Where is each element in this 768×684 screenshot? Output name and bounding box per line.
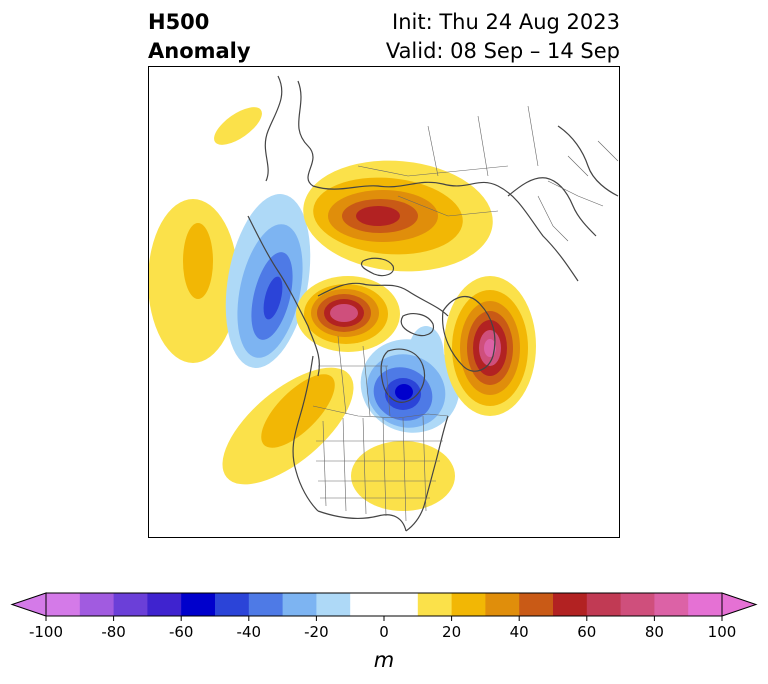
- colorbar-box: [553, 593, 588, 616]
- political-borders: [312, 105, 619, 522]
- colorbar-box: [485, 593, 520, 616]
- title-line-1: H500: [148, 10, 210, 34]
- colorbar-box: [519, 593, 554, 616]
- anomaly-yukon-positive: [296, 276, 400, 352]
- colorbar-tick-label: -20: [304, 623, 329, 641]
- init-time: Init: Thu 24 Aug 2023: [392, 10, 620, 34]
- run-info: Init: Thu 24 Aug 2023 Valid: 08 Sep – 14…: [386, 8, 620, 66]
- colorbar-extend-high: [721, 592, 758, 617]
- title-line-2: Anomaly: [148, 39, 251, 63]
- colorbar-tick-label: 60: [577, 623, 596, 641]
- anomaly-gulf-of-alaska-negative: [225, 194, 311, 368]
- colorbar-tick-label: 20: [442, 623, 461, 641]
- colorbar-box: [181, 593, 216, 616]
- colorbar-extend-low: [10, 592, 47, 617]
- colorbar-unit-label: m: [374, 648, 394, 672]
- colorbar-tick-label: -80: [101, 623, 126, 641]
- colorbar-tick-label: 100: [708, 623, 737, 641]
- colorbar-ticks: -100 -80 -60 -40 -20 0 20 40 60 80 100: [29, 616, 736, 641]
- colorbar-box: [620, 593, 655, 616]
- colorbar-box: [79, 593, 114, 616]
- colorbar-tick-label: 40: [510, 623, 529, 641]
- colorbar-box: [215, 593, 250, 616]
- chart-title: H500 Anomaly: [148, 8, 251, 66]
- colorbar-box: [350, 593, 385, 616]
- colorbar-boxes: [46, 593, 723, 616]
- colorbar-box: [46, 593, 81, 616]
- colorbar-box: [282, 593, 317, 616]
- valid-period: Valid: 08 Sep – 14 Sep: [385, 39, 620, 63]
- colorbar-box: [248, 593, 283, 616]
- colorbar-box: [688, 593, 723, 616]
- colorbar-tick-label: -40: [237, 623, 262, 641]
- anomaly-eastern-us-positive: [351, 441, 455, 511]
- colorbar-box: [417, 593, 452, 616]
- colorbar-box: [586, 593, 621, 616]
- anomaly-greenland-positive: [444, 276, 536, 416]
- colorbar-box: [654, 593, 689, 616]
- colorbar-tick-label: 80: [645, 623, 664, 641]
- map-frame: [148, 66, 620, 538]
- colorbar-box: [384, 593, 419, 616]
- colorbar-tick-label: 0: [379, 623, 389, 641]
- anomaly-ne-pacific-positive: [148, 199, 238, 363]
- anomaly-map: [148, 66, 620, 538]
- anomaly-western-us-positive: [222, 367, 354, 485]
- colorbar: -100 -80 -60 -40 -20 0 20 40 60 80 100 m: [10, 592, 758, 672]
- colorbar-box: [147, 593, 182, 616]
- colorbar-box: [451, 593, 486, 616]
- colorbar-box: [316, 593, 351, 616]
- anomaly-bering-positive: [214, 107, 262, 145]
- colorbar-tick-label: -100: [29, 623, 63, 641]
- colorbar-tick-label: -60: [169, 623, 194, 641]
- colorbar-box: [113, 593, 148, 616]
